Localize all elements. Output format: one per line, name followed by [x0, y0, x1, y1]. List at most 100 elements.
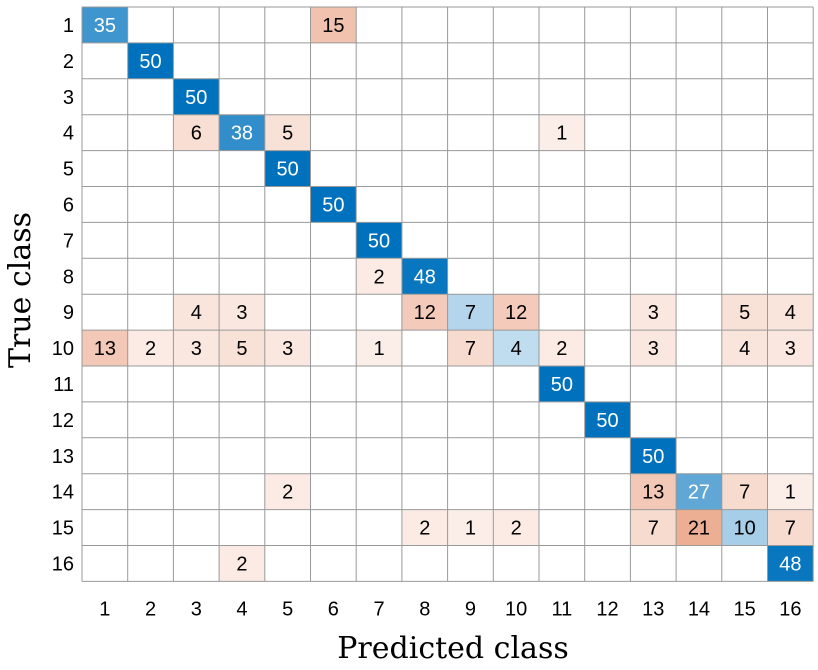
cell-value: 2 — [419, 518, 430, 540]
matrix-cell — [630, 294, 677, 331]
matrix-cell — [310, 186, 357, 223]
cell-value: 50 — [322, 194, 344, 216]
cell-value: 50 — [368, 230, 390, 252]
cell-value: 48 — [779, 553, 801, 575]
matrix-cell — [447, 330, 494, 366]
matrix-cell — [539, 330, 585, 366]
matrix-cell — [447, 294, 494, 331]
matrix-cell — [721, 509, 768, 546]
cell-value: 2 — [556, 338, 567, 360]
cell-value: 3 — [282, 338, 293, 360]
y-tick-label: 8 — [63, 266, 74, 288]
y-tick-label: 1 — [63, 15, 74, 37]
y-tick-label: 9 — [63, 302, 74, 324]
matrix-cell — [630, 509, 677, 546]
x-tick-label: 7 — [373, 598, 384, 620]
y-tick-label: 2 — [63, 51, 74, 73]
cell-value: 5 — [739, 302, 750, 324]
matrix-cell — [219, 114, 265, 151]
matrix-cell — [676, 473, 722, 510]
x-tick-label: 15 — [734, 598, 756, 620]
matrix-cell — [767, 473, 814, 510]
y-tick-label: 16 — [52, 553, 74, 575]
matrix-cell — [767, 294, 814, 331]
x-tick-label: 12 — [596, 598, 618, 620]
matrix-cell — [493, 509, 539, 546]
matrix-cell — [173, 78, 220, 115]
matrix-cell — [219, 330, 265, 366]
cell-value: 5 — [236, 338, 247, 360]
cell-value: 12 — [505, 302, 527, 324]
cell-value: 27 — [688, 482, 710, 504]
cell-value: 13 — [94, 338, 116, 360]
y-tick-label: 5 — [63, 159, 74, 181]
cell-value: 3 — [785, 338, 796, 360]
cell-value: 2 — [282, 482, 293, 504]
cell-value: 4 — [511, 338, 522, 360]
cell-value: 4 — [785, 302, 796, 324]
cell-value: 3 — [191, 338, 202, 360]
cell-value: 4 — [739, 338, 750, 360]
cell-value: 7 — [648, 518, 659, 540]
matrix-cell — [127, 330, 174, 366]
cell-value: 50 — [277, 159, 299, 181]
cell-value: 21 — [688, 518, 710, 540]
matrix-cell — [264, 114, 311, 151]
cell-value: 4 — [191, 302, 202, 324]
cell-value: 7 — [739, 482, 750, 504]
cell-value: 7 — [465, 338, 476, 360]
x-tick-label: 13 — [642, 598, 664, 620]
matrix-cell — [721, 330, 768, 366]
x-tick-label: 16 — [779, 598, 801, 620]
cell-value: 1 — [465, 518, 476, 540]
x-tick-label: 2 — [145, 598, 156, 620]
matrix-cell — [401, 258, 448, 295]
cell-value: 1 — [556, 123, 567, 145]
cell-value: 50 — [551, 374, 573, 396]
cell-value: 1 — [785, 482, 796, 504]
y-tick-label: 14 — [52, 482, 74, 504]
matrix-cell — [493, 294, 539, 331]
x-tick-label: 4 — [236, 598, 247, 620]
x-tick-label: 11 — [551, 598, 572, 620]
matrix-cell — [767, 330, 814, 366]
cell-value: 50 — [596, 410, 618, 432]
cell-value: 50 — [139, 51, 161, 73]
matrix-cell — [82, 330, 128, 366]
matrix-cell — [630, 473, 677, 510]
matrix-cell — [264, 150, 311, 187]
cell-value: 15 — [322, 15, 344, 37]
y-tick-label: 11 — [53, 374, 74, 396]
x-tick-label: 1 — [99, 598, 110, 620]
cell-value: 2 — [373, 266, 384, 288]
y-tick-label: 12 — [52, 410, 74, 432]
y-tick-label: 7 — [63, 230, 74, 252]
cell-value: 50 — [185, 87, 207, 109]
matrix-cell — [401, 509, 448, 546]
cell-value: 10 — [734, 518, 756, 540]
matrix-cell — [721, 473, 768, 510]
x-tick-label: 5 — [282, 598, 293, 620]
x-tick-label: 6 — [328, 598, 339, 620]
cell-value: 7 — [465, 302, 476, 324]
matrix-cell — [767, 509, 814, 546]
matrix-cell — [676, 509, 722, 546]
matrix-cell — [539, 366, 585, 402]
matrix-cell — [310, 7, 357, 43]
y-axis-label: True class — [3, 212, 38, 368]
matrix-cell — [401, 294, 448, 331]
matrix-cell — [721, 294, 768, 331]
matrix-cell — [630, 437, 677, 474]
matrix-cell — [264, 473, 311, 510]
cell-value: 3 — [236, 302, 247, 324]
matrix-cell — [173, 294, 220, 331]
cell-value: 35 — [94, 15, 116, 37]
cell-value: 1 — [373, 338, 384, 360]
matrix-cell — [127, 42, 174, 79]
matrix-cell — [630, 330, 677, 366]
x-tick-label: 8 — [419, 598, 430, 620]
matrix-cell — [584, 401, 631, 438]
